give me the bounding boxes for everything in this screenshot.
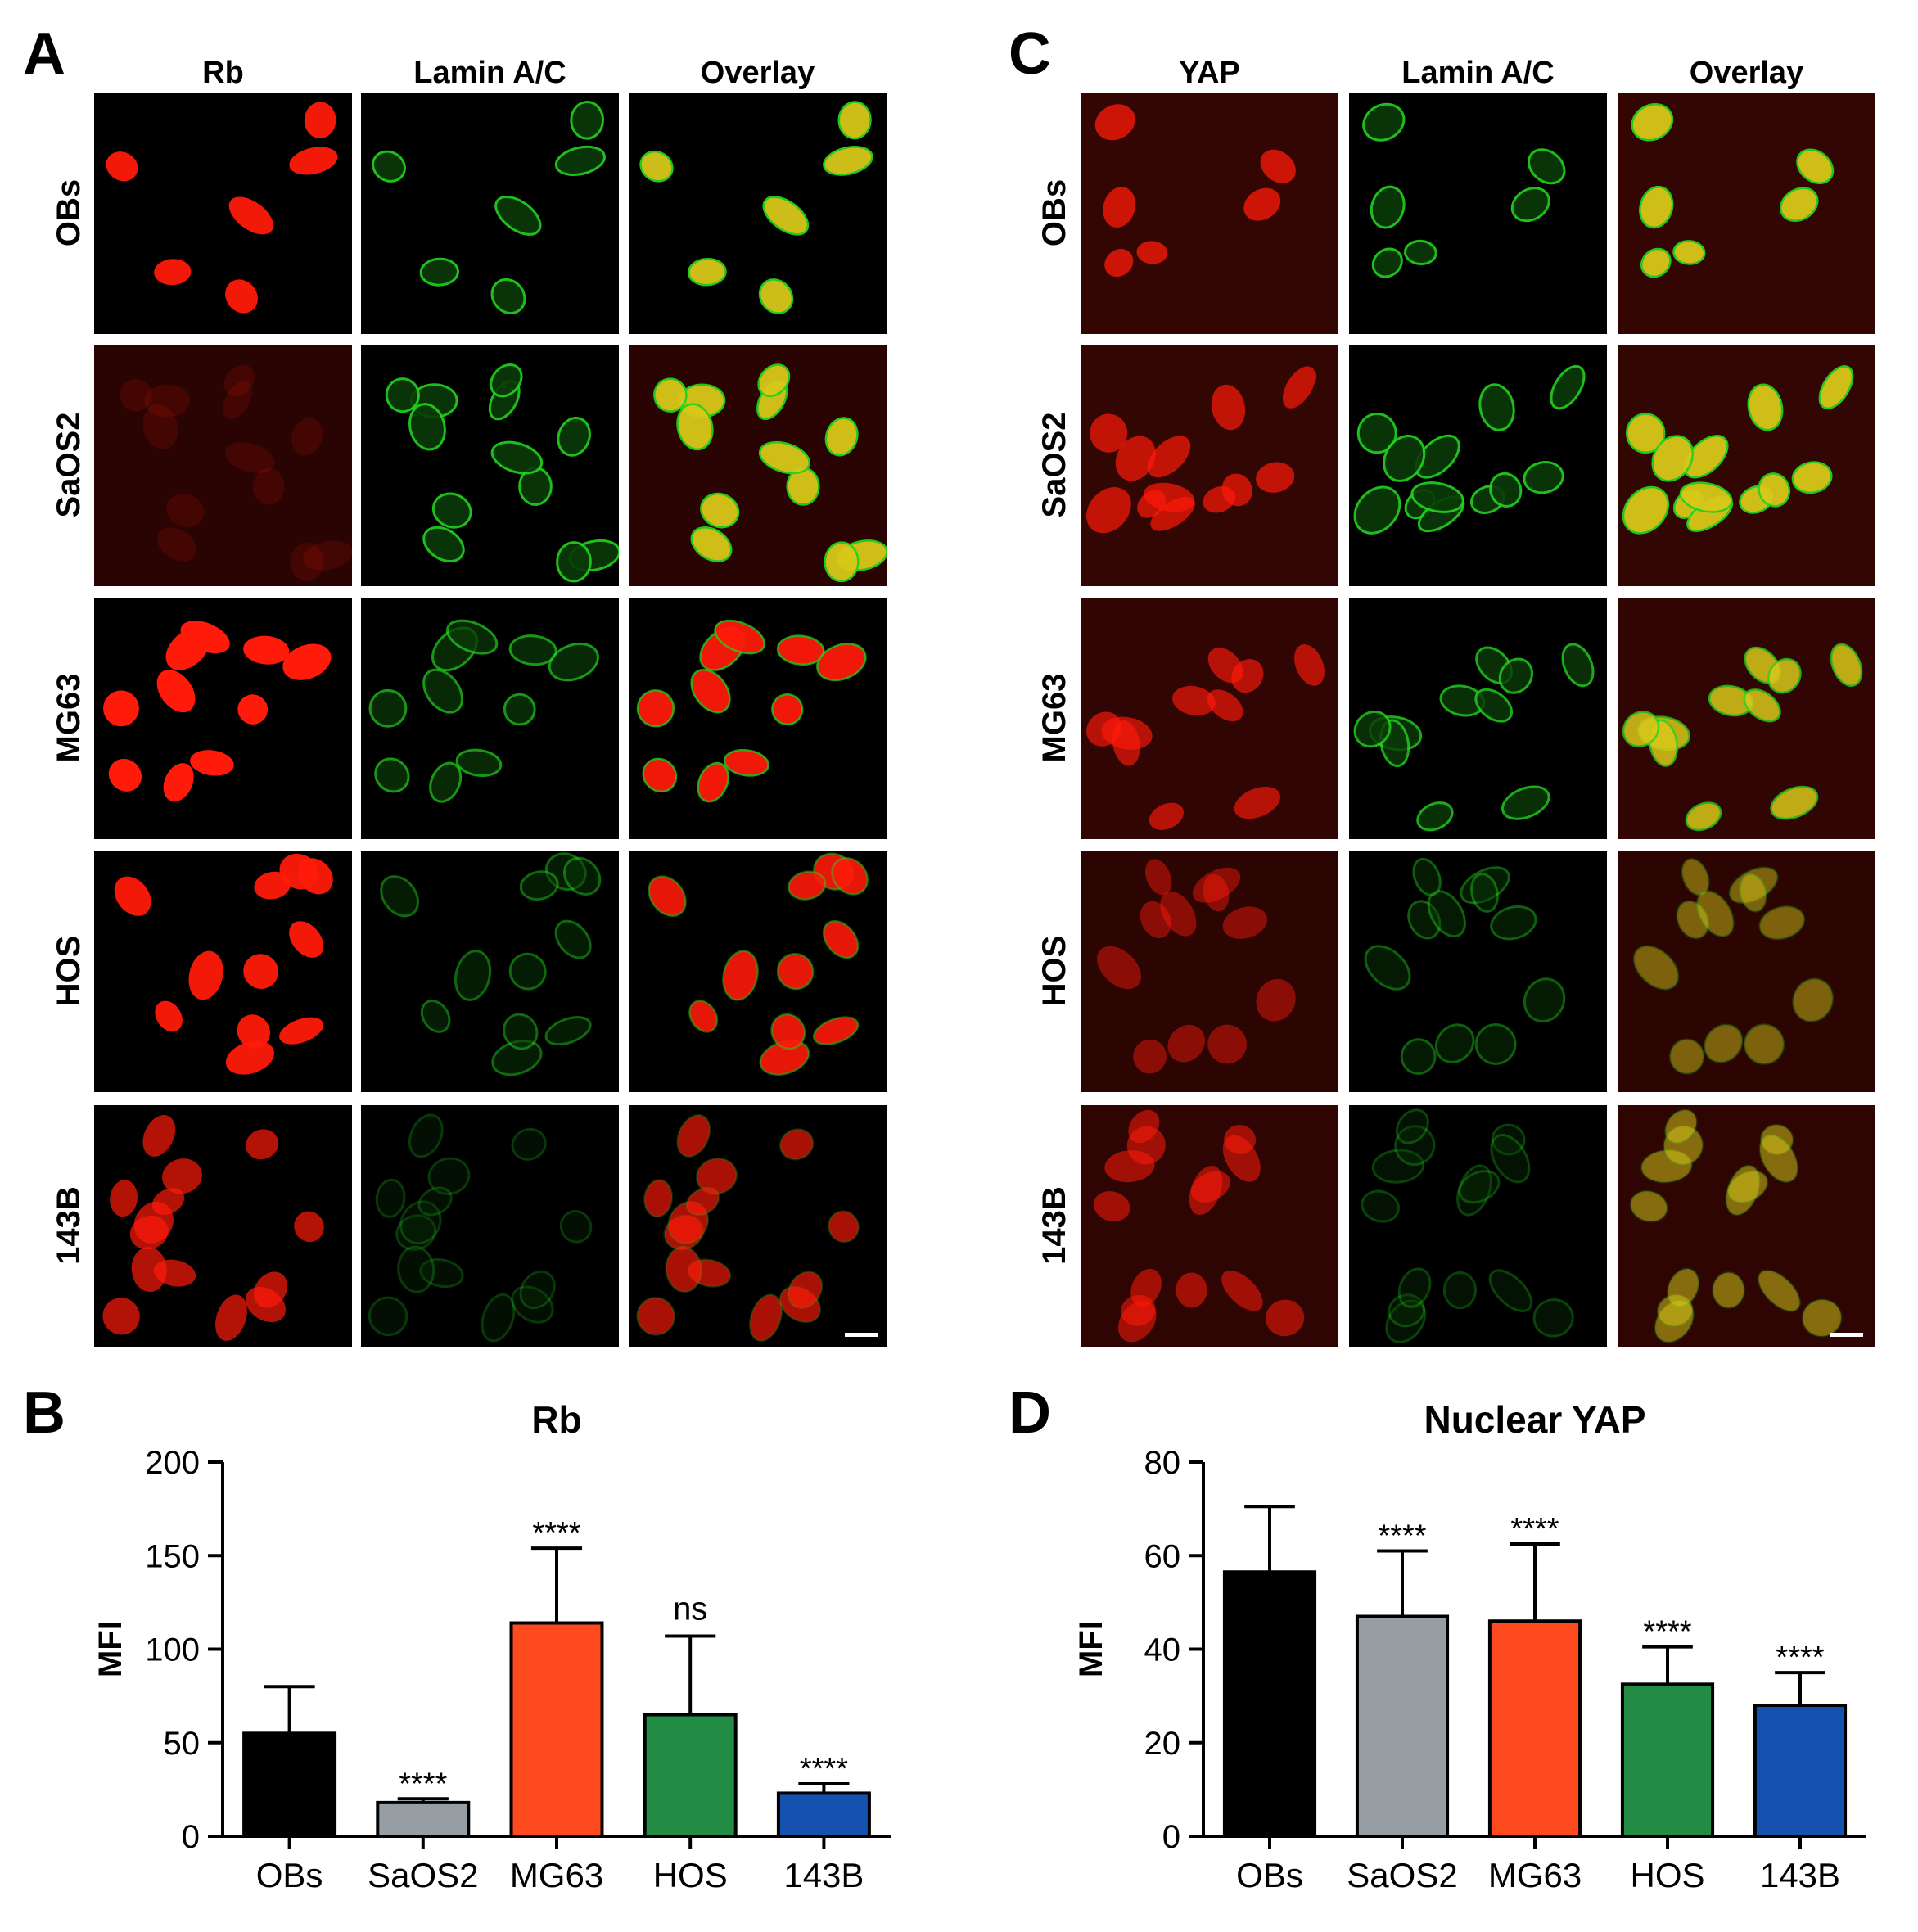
panel-d-bar-obs xyxy=(1222,1570,1317,1838)
panel-letter-b: B xyxy=(23,1380,65,1446)
panel-a-row-mg63: MG63 xyxy=(51,673,87,763)
micrograph-a-r3-c2 xyxy=(361,598,619,839)
micrograph-c-r1-c2 xyxy=(1349,93,1607,334)
micrograph-c-r3-c3 xyxy=(1618,598,1875,839)
panel-letter-c: C xyxy=(1009,21,1051,87)
panel-d-y-tick-label: 60 xyxy=(1144,1538,1181,1574)
panel-d-bar-mg63 xyxy=(1487,1619,1582,1838)
panel-b-y-tick-label: 200 xyxy=(145,1445,200,1481)
panel-d-x-tick-label: 143B xyxy=(1760,1856,1840,1894)
micrograph-c-r4-c2 xyxy=(1349,851,1607,1092)
micrograph-c-r4-c3 xyxy=(1618,851,1875,1092)
panel-d-x-tick-label: MG63 xyxy=(1488,1856,1582,1894)
panel-a-column-rb: Rb xyxy=(202,56,244,90)
micrograph-c-r5-c1 xyxy=(1081,1105,1338,1347)
panel-a-row-obs: OBs xyxy=(51,178,87,247)
panel-d-significance-label: **** xyxy=(1378,1519,1426,1554)
panel-d-significance-label: **** xyxy=(1510,1512,1559,1546)
panel-c-row-mg63: MG63 xyxy=(1036,673,1072,763)
panel-d-x-tick-label: OBs xyxy=(1236,1856,1303,1894)
micrograph-a-r2-c3 xyxy=(629,345,887,586)
micrograph-a-r5-c2 xyxy=(361,1105,619,1347)
panel-letter-d: D xyxy=(1009,1380,1051,1446)
micrograph-a-r4-c3 xyxy=(629,851,887,1092)
micrograph-a-r1-c2 xyxy=(361,93,619,334)
panel-letter-a: A xyxy=(23,21,65,87)
micrograph-c-r2-c1 xyxy=(1081,345,1338,586)
panel-a-row-143b: 143B xyxy=(51,1186,87,1265)
panel-b-y-axis-label: MFI xyxy=(93,1621,129,1677)
panel-d-bar-chart: Nuclear YAP MFI 0 20 40 60 80 OBs SaOS2 **** MG63 *… xyxy=(982,1375,1918,1932)
micrograph-a-r4-c1 xyxy=(94,851,352,1092)
panel-d-y-tick-label: 80 xyxy=(1144,1445,1181,1481)
micrograph-c-r1-c3 xyxy=(1618,93,1875,334)
panel-a-scale-bar xyxy=(845,1333,878,1337)
panel-a-row-saos2: SaOS2 xyxy=(51,412,87,518)
panel-b-x-tick-label: HOS xyxy=(653,1856,728,1894)
micrograph-a-r1-c1 xyxy=(94,93,352,334)
micrograph-c-r5-c2 xyxy=(1349,1105,1607,1347)
micrograph-c-r3-c2 xyxy=(1349,598,1607,839)
panel-d-chart-title: Nuclear YAP xyxy=(1424,1398,1645,1441)
panel-d-bar-143b xyxy=(1753,1704,1848,1838)
panel-d-significance-label: **** xyxy=(1643,1615,1691,1650)
panel-b-bar-hos xyxy=(643,1713,738,1838)
panel-c-row-obs: OBs xyxy=(1036,178,1072,247)
panel-d-y-tick-label: 20 xyxy=(1144,1726,1181,1762)
panel-b-bar-143b xyxy=(776,1791,871,1839)
panel-b-significance-label: **** xyxy=(532,1516,580,1551)
panel-d-x-tick-label: SaOS2 xyxy=(1347,1856,1457,1894)
panel-d-bar-hos xyxy=(1620,1682,1715,1838)
micrograph-c-r3-c1 xyxy=(1081,598,1338,839)
panel-b-chart-title: Rb xyxy=(531,1398,581,1441)
panel-b-x-tick-label: SaOS2 xyxy=(368,1856,478,1894)
panel-b-x-tick-label: MG63 xyxy=(510,1856,603,1894)
micrograph-c-r2-c3 xyxy=(1618,345,1875,586)
panel-c-row-hos: HOS xyxy=(1036,935,1072,1007)
panel-c-scale-bar xyxy=(1830,1333,1863,1337)
panel-d-y-tick-label: 40 xyxy=(1144,1632,1181,1668)
micrograph-a-r3-c1 xyxy=(94,598,352,839)
panel-c-row-saos2: SaOS2 xyxy=(1036,412,1072,518)
panel-b-significance-label: **** xyxy=(800,1752,848,1786)
micrograph-a-r4-c2 xyxy=(361,851,619,1092)
panel-c-column-lamin: Lamin A/C xyxy=(1401,56,1555,90)
panel-b-bar-saos2 xyxy=(376,1800,471,1838)
panel-a-row-hos: HOS xyxy=(51,935,87,1007)
micrograph-a-r2-c1 xyxy=(94,345,352,586)
micrograph-c-r4-c1 xyxy=(1081,851,1338,1092)
micrograph-a-r1-c3 xyxy=(629,93,887,334)
panel-d-bar-saos2 xyxy=(1355,1614,1450,1838)
panel-b-significance-label: ns xyxy=(673,1591,707,1627)
panel-b-y-tick-label: 50 xyxy=(164,1726,201,1762)
micrograph-a-r2-c2 xyxy=(361,345,619,586)
panel-b-bar-mg63 xyxy=(509,1621,604,1838)
micrograph-a-r3-c3 xyxy=(629,598,887,839)
panel-d-significance-label: **** xyxy=(1776,1641,1824,1675)
panel-b-x-tick-label: 143B xyxy=(783,1856,864,1894)
panel-d-y-tick-label: 0 xyxy=(1162,1819,1180,1855)
panel-b-significance-label: **** xyxy=(399,1767,447,1801)
panel-a-column-lamin: Lamin A/C xyxy=(413,56,566,90)
panel-c-column-overlay: Overlay xyxy=(1689,56,1804,90)
micrograph-c-r2-c2 xyxy=(1349,345,1607,586)
panel-b-bar-obs xyxy=(242,1731,337,1839)
panel-a-column-overlay: Overlay xyxy=(700,56,815,90)
panel-b-bar-chart: Rb MFI 0 50 100 150 200 OBs SaOS2 **** MG63 **** HOS… xyxy=(0,1375,958,1932)
panel-d-y-axis-label: MFI xyxy=(1073,1621,1109,1677)
panel-b-x-tick-label: OBs xyxy=(256,1856,323,1894)
micrograph-a-r5-c3 xyxy=(629,1105,887,1347)
panel-c-row-143b: 143B xyxy=(1036,1186,1072,1265)
panel-b-y-tick-label: 100 xyxy=(145,1632,200,1668)
micrograph-a-r5-c1 xyxy=(94,1105,352,1347)
panel-b-y-tick-label: 0 xyxy=(182,1819,200,1855)
panel-d-x-tick-label: HOS xyxy=(1630,1856,1704,1894)
micrograph-c-r1-c1 xyxy=(1081,93,1338,334)
panel-b-y-tick-label: 150 xyxy=(145,1538,200,1574)
micrograph-c-r5-c3 xyxy=(1618,1105,1875,1347)
panel-c-column-yap: YAP xyxy=(1179,56,1240,90)
